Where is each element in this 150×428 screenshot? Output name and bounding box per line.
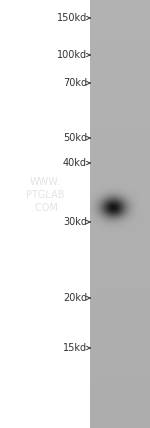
Text: 30kd: 30kd	[63, 217, 90, 227]
Text: 20kd: 20kd	[63, 293, 90, 303]
Text: 70kd: 70kd	[63, 78, 90, 88]
Text: 15kd: 15kd	[63, 343, 90, 353]
Text: 150kd: 150kd	[57, 13, 90, 23]
Text: 100kd: 100kd	[57, 50, 90, 60]
Text: 50kd: 50kd	[63, 133, 90, 143]
Text: WWW.
PTGLAB
.COM: WWW. PTGLAB .COM	[26, 177, 64, 213]
Text: 40kd: 40kd	[63, 158, 90, 168]
